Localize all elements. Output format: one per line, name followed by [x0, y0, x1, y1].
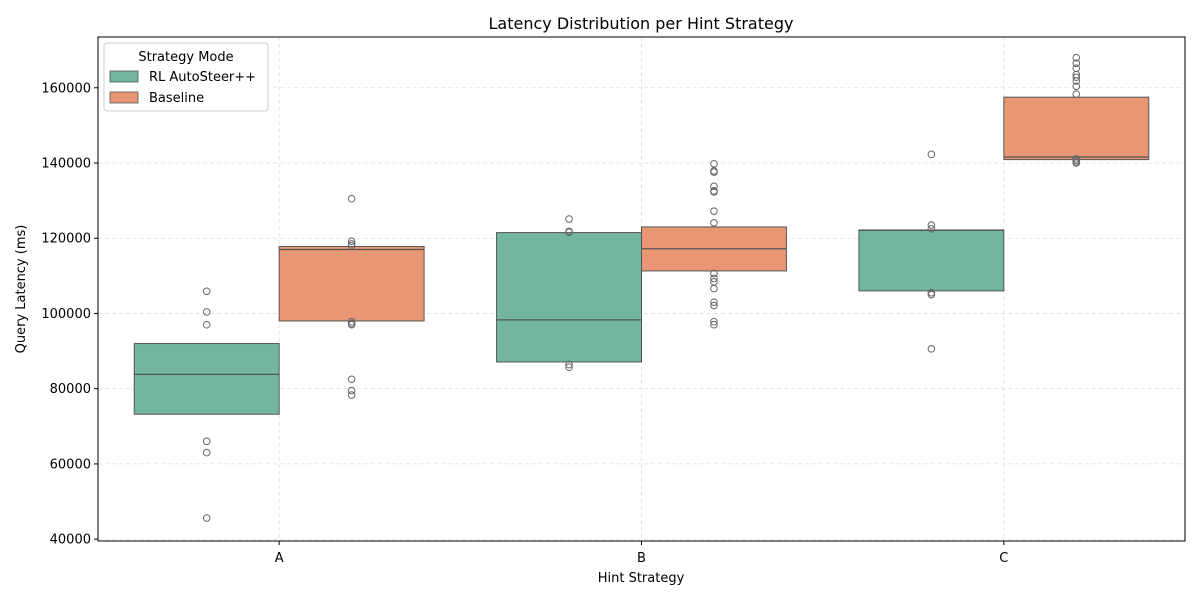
outlier-point [1072, 59, 1081, 68]
x-tick-label: B [637, 551, 646, 566]
outlier-point [1072, 159, 1081, 167]
box-C-1 [1003, 96, 1150, 161]
outlier-point [347, 386, 356, 395]
outlier-point [710, 159, 718, 168]
outlier-point [1072, 90, 1081, 98]
legend-frame [103, 42, 269, 112]
y-tick-label: 100000 [41, 307, 91, 322]
outlier-point [927, 290, 936, 299]
y-tick-label: 80000 [50, 382, 91, 397]
outlier-point [347, 320, 356, 329]
outlier-point [927, 345, 936, 353]
x-tick-label: A [275, 551, 284, 566]
x-axis-label: Hint Strategy [598, 571, 685, 586]
outlier-point [202, 437, 211, 446]
outlier-point [710, 284, 718, 293]
box-series [133, 96, 1150, 415]
box-body [278, 245, 425, 322]
outlier-point [1072, 73, 1081, 82]
outlier-point [710, 207, 718, 215]
outlier-point [1072, 82, 1081, 91]
outlier-point [202, 448, 211, 457]
outlier-point [347, 241, 356, 250]
box-C-0 [858, 229, 1005, 292]
outlier-point [927, 150, 936, 159]
outlier-point [710, 269, 718, 278]
outlier-point [202, 308, 211, 316]
outlier-point [347, 375, 356, 384]
legend: Strategy Mode RL AutoSteer++ Baseline [103, 42, 269, 112]
x-axis-ticks: A B C [275, 541, 1008, 566]
y-tick-label: 140000 [41, 157, 91, 172]
box-A-0 [133, 343, 280, 415]
legend-label-rl-autosteer: RL AutoSteer++ [149, 70, 256, 85]
outlier-point [1072, 53, 1081, 62]
outlier-point [1072, 64, 1081, 73]
outlier-point [710, 320, 718, 329]
outlier-point [565, 228, 573, 237]
y-tick-label: 60000 [50, 457, 91, 472]
y-tick-label: 120000 [41, 232, 91, 247]
box-body [858, 229, 1005, 292]
legend-label-baseline: Baseline [149, 91, 204, 106]
outlier-point [710, 168, 718, 176]
x-tick-label: C [999, 551, 1008, 566]
outlier-point [202, 320, 211, 329]
outlier-point [347, 237, 356, 246]
legend-title: Strategy Mode [138, 50, 233, 65]
outlier-point [927, 225, 936, 233]
box-body [133, 343, 280, 415]
box-body [496, 232, 643, 363]
outlier-point [927, 221, 936, 229]
y-tick-label: 160000 [41, 81, 91, 96]
outlier-point [710, 301, 718, 310]
legend-swatch-baseline [109, 91, 139, 104]
outlier-point [347, 194, 356, 203]
outlier-points [202, 53, 1081, 522]
box-B-0 [496, 232, 643, 363]
box-A-1 [278, 245, 425, 322]
outlier-point [565, 363, 573, 372]
outlier-point [565, 215, 573, 223]
legend-swatch-rl-autosteer [109, 70, 139, 83]
chart-title: Latency Distribution per Hint Strategy [489, 14, 794, 33]
box-B-1 [641, 226, 787, 272]
outlier-point [202, 287, 211, 296]
box-body [1003, 96, 1150, 161]
outlier-point [202, 514, 211, 522]
y-tick-label: 40000 [50, 533, 91, 548]
y-axis-label: Query Latency (ms) [14, 225, 29, 354]
outlier-point [710, 317, 718, 326]
outlier-point [710, 182, 718, 191]
outlier-point [710, 274, 718, 283]
y-axis-ticks: 40000 60000 80000 100000 120000 140000 160000 [41, 81, 98, 548]
outlier-point [1072, 77, 1081, 85]
outlier-point [710, 188, 718, 196]
outlier-point [565, 360, 573, 369]
outlier-point [710, 298, 718, 306]
outlier-point [710, 219, 718, 227]
outlier-point [347, 391, 356, 399]
